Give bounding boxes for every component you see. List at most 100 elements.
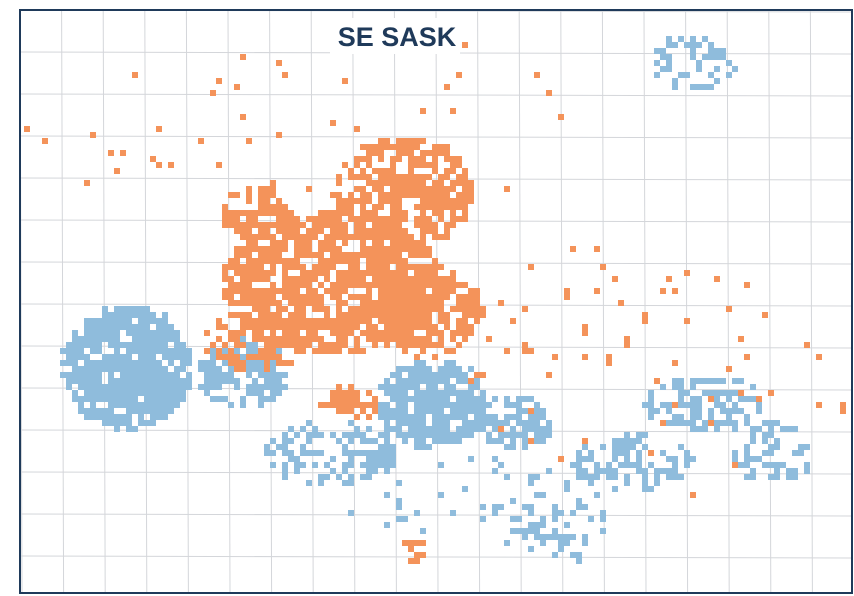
well-cell [414,252,420,258]
well-cell [366,468,372,474]
well-cell [570,246,576,252]
well-cell [270,396,276,402]
well-cell [138,324,144,330]
well-cell [432,438,438,444]
well-cell [294,432,300,438]
well-cell [840,408,846,414]
well-cell [276,288,282,294]
well-cell [120,306,126,312]
well-cell [384,342,390,348]
well-cell [162,384,168,390]
well-cell [210,90,216,96]
well-cell [294,312,300,318]
well-cell [600,516,606,522]
well-cell [318,480,324,486]
well-cell [582,354,588,360]
well-cell [540,540,546,546]
well-cell [450,162,456,168]
well-cell [348,324,354,330]
well-cell [228,192,234,198]
well-cell [324,246,330,252]
well-cell [372,312,378,318]
well-cell [90,378,96,384]
well-cell [288,450,294,456]
well-cell [228,330,234,336]
well-cell [366,306,372,312]
well-cell [372,150,378,156]
well-cell [444,174,450,180]
well-cell [174,390,180,396]
well-cell [258,336,264,342]
well-cell [534,420,540,426]
well-cell [546,468,552,474]
well-cell [222,288,228,294]
well-cell [396,312,402,318]
well-cell [240,336,246,342]
well-cell [414,552,420,558]
well-cell [384,456,390,462]
well-cell [168,390,174,396]
well-cell [204,348,210,354]
well-cell [324,270,330,276]
well-cell [738,378,744,384]
well-cell [96,372,102,378]
well-cell [264,378,270,384]
well-cell [420,276,426,282]
well-cell [600,264,606,270]
well-cell [414,276,420,282]
well-cell [396,330,402,336]
well-cell [168,324,174,330]
well-cell [270,246,276,252]
well-cell [408,342,414,348]
well-cell [342,312,348,318]
grid-line [144,9,148,594]
well-cell [648,396,654,402]
well-cell [276,300,282,306]
well-cell [696,66,702,72]
well-cell [480,426,486,432]
well-cell [342,402,348,408]
well-cell [168,354,174,360]
well-cell [246,294,252,300]
well-cell [420,156,426,162]
well-cell [282,306,288,312]
well-cell [792,474,798,480]
well-cell [258,354,264,360]
well-cell [312,348,318,354]
well-cell [294,276,300,282]
well-cell [144,402,150,408]
well-cell [312,294,318,300]
grid-line [685,9,689,594]
well-cell [444,390,450,396]
well-cell [420,138,426,144]
well-cell [258,252,264,258]
well-cell [372,276,378,282]
well-cell [240,210,246,216]
well-cell [384,270,390,276]
well-cell [468,294,474,300]
well-cell [126,396,132,402]
well-cell [306,420,312,426]
well-cell [318,432,324,438]
well-cell [378,414,384,420]
well-cell [414,192,420,198]
well-cell [252,384,258,390]
well-cell [750,396,756,402]
well-cell [576,558,582,564]
well-cell [120,378,126,384]
well-cell [378,156,384,162]
well-cell [438,318,444,324]
well-cell [804,444,810,450]
well-cell [438,426,444,432]
well-cell [666,54,672,60]
well-cell [426,408,432,414]
well-cell [222,378,228,384]
well-cell [372,252,378,258]
well-cell [336,396,342,402]
well-cell [342,318,348,324]
well-cell [504,444,510,450]
well-cell [690,408,696,414]
well-cell [258,186,264,192]
well-cell [276,384,282,390]
well-cell [390,282,396,288]
